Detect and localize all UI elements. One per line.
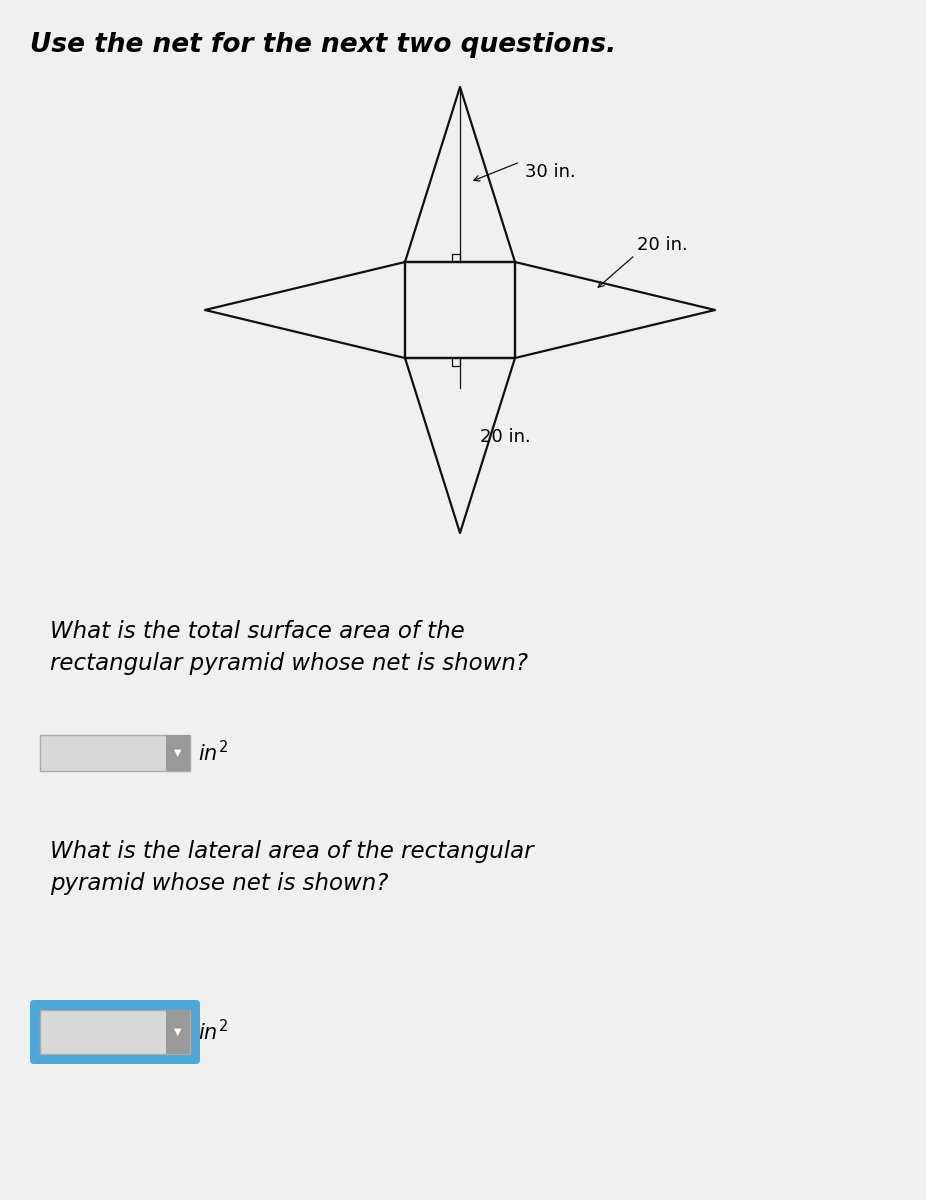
FancyBboxPatch shape xyxy=(30,1000,200,1064)
Bar xyxy=(40,1010,190,1054)
Text: ▼: ▼ xyxy=(174,748,181,758)
Text: 30 in.: 30 in. xyxy=(525,163,576,181)
Text: ▼: ▼ xyxy=(174,1027,181,1037)
Text: What is the total surface area of the
rectangular pyramid whose net is shown?: What is the total surface area of the re… xyxy=(50,620,528,674)
Text: 20 in.: 20 in. xyxy=(480,427,531,445)
Bar xyxy=(166,734,190,770)
Bar xyxy=(166,1010,190,1054)
Text: $in^2$: $in^2$ xyxy=(198,740,228,766)
Text: $in^2$: $in^2$ xyxy=(198,1020,228,1044)
Bar xyxy=(40,734,190,770)
Text: 20 in.: 20 in. xyxy=(637,236,688,254)
Text: What is the lateral area of the rectangular
pyramid whose net is shown?: What is the lateral area of the rectangu… xyxy=(50,840,533,895)
Text: Use the net for the next two questions.: Use the net for the next two questions. xyxy=(30,32,616,58)
